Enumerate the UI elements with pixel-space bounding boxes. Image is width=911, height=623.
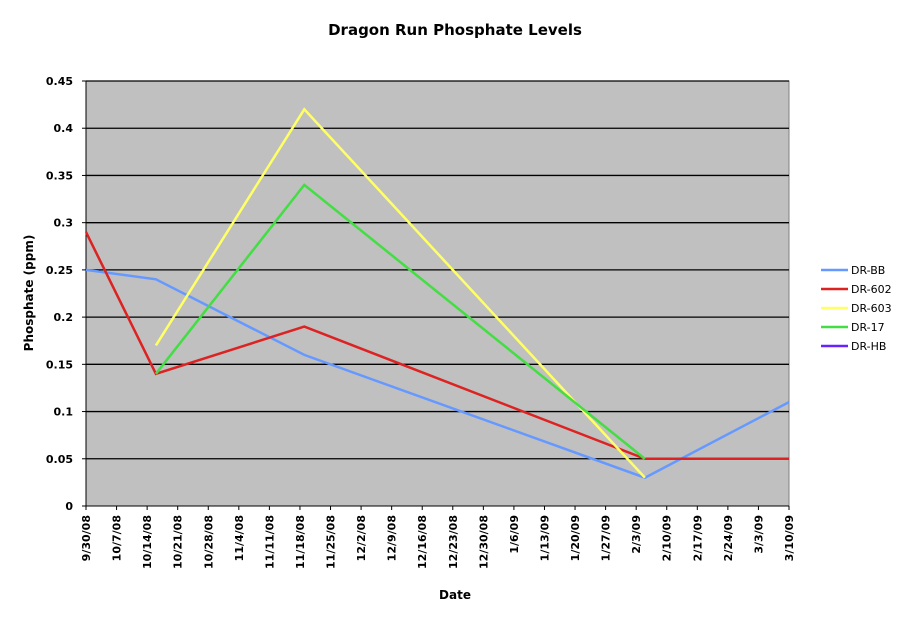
x-tick-label: 12/23/08 [447, 515, 460, 569]
axes [82, 80, 790, 510]
x-tick-label: 9/30/08 [80, 515, 93, 561]
legend-label: DR-602 [851, 283, 892, 296]
y-tick-label: 0.45 [46, 75, 73, 88]
x-tick-label: 11/4/08 [233, 515, 246, 561]
series-line-dr-bb [85, 268, 790, 480]
x-tick-label: 2/17/09 [691, 515, 704, 561]
x-tick-label: 3/10/09 [783, 515, 796, 561]
y-tick-label: 0.15 [46, 358, 73, 371]
y-tick-labels: 0 0.05 0.1 0.15 0.2 0.25 0.3 0.35 0.4 0.45 [46, 75, 73, 513]
x-tick-label: 1/20/09 [569, 515, 582, 561]
legend-label: DR-HB [851, 340, 886, 353]
x-tick-label: 11/11/08 [263, 515, 276, 569]
x-tick-label: 2/3/09 [630, 515, 643, 554]
x-tick-label: 12/2/08 [355, 515, 368, 561]
series-line-dr-602 [84, 231, 789, 461]
series-line-dr-17 [154, 183, 646, 460]
x-tick-label: 10/14/08 [141, 515, 154, 569]
y-tick-label: 0.4 [54, 122, 74, 135]
y-tick-label: 0.05 [46, 453, 73, 466]
legend: DR-BB DR-602 DR-603 DR-17 DR-HB [821, 264, 892, 353]
x-tick-label: 1/27/09 [600, 515, 613, 561]
x-tick-labels: 9/30/08 10/7/08 10/14/08 10/21/08 10/28/08 11… [80, 515, 796, 569]
x-tick-label: 11/25/08 [325, 515, 338, 569]
y-tick-label: 0.35 [46, 169, 73, 182]
series-line-dr-603 [154, 107, 646, 479]
series-lines [84, 107, 790, 480]
x-tick-label: 2/10/09 [661, 515, 674, 561]
chart-title: Dragon Run Phosphate Levels [328, 21, 582, 39]
x-tick-label: 12/9/08 [386, 515, 399, 561]
x-tick-label: 12/30/08 [477, 515, 490, 569]
legend-label: DR-17 [851, 321, 885, 334]
x-tick-label: 3/3/09 [752, 515, 765, 554]
x-tick-label: 11/18/08 [294, 515, 307, 569]
legend-label: DR-603 [851, 302, 892, 315]
x-tick-label: 10/7/08 [111, 515, 124, 561]
x-axis-title: Date [439, 588, 471, 602]
x-tick-label: 1/6/09 [508, 515, 521, 554]
x-tick-label: 10/21/08 [172, 515, 185, 569]
x-tick-label: 10/28/08 [202, 515, 215, 569]
y-tick-label: 0 [65, 500, 73, 513]
x-tick-label: 2/24/09 [722, 515, 735, 561]
x-tick-label: 1/13/09 [538, 515, 551, 561]
legend-label: DR-BB [851, 264, 885, 277]
y-tick-label: 0.25 [46, 264, 73, 277]
y-tick-label: 0.3 [54, 217, 74, 230]
y-tick-label: 0.1 [54, 406, 74, 419]
x-tick-label: 12/16/08 [416, 515, 429, 569]
y-axis-title: Phosphate (ppm) [22, 235, 36, 352]
y-tick-label: 0.2 [54, 311, 74, 324]
